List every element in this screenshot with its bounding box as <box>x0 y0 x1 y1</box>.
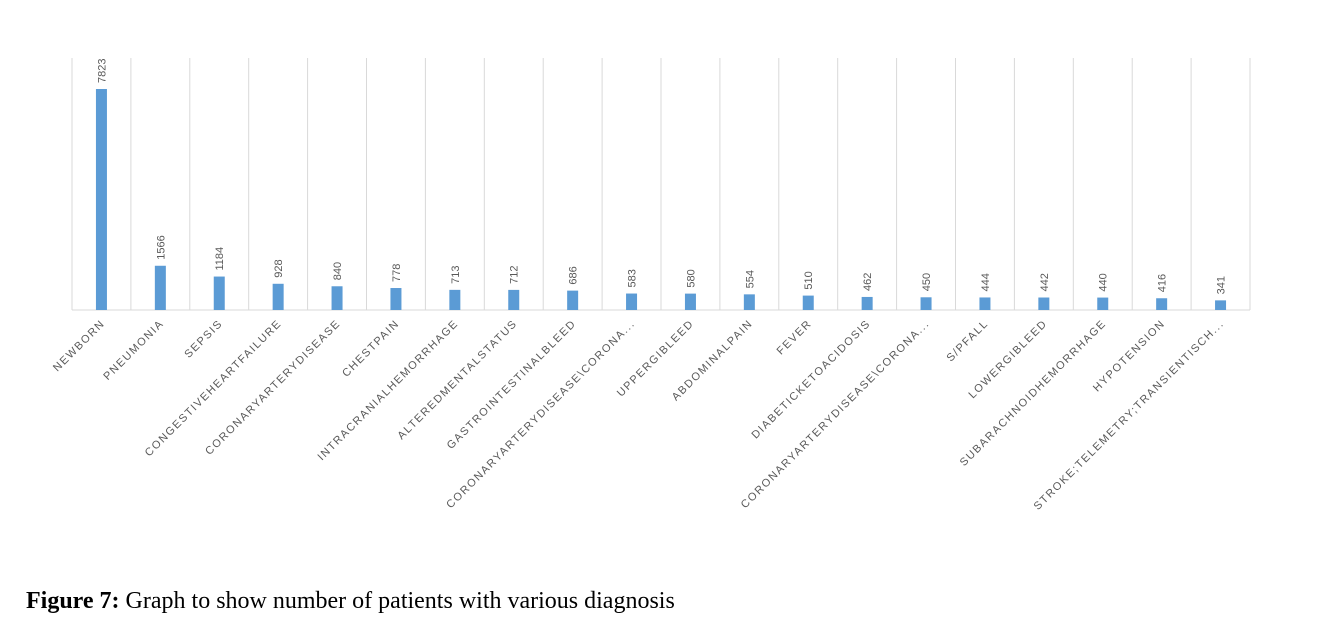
bar <box>449 289 461 310</box>
bar <box>626 293 638 310</box>
data-label: 416 <box>1157 274 1169 292</box>
data-label: 1566 <box>155 235 167 259</box>
data-labels: 7823 1566 1184 928 840 778 713 712 686 583 580 554 5… <box>96 59 1227 295</box>
tick-label: ALTEREDMENTALSTATUS <box>395 318 519 442</box>
data-label: 580 <box>685 269 697 287</box>
data-label: 583 <box>627 269 639 287</box>
tick-label: FEVER <box>775 318 815 358</box>
data-label: 778 <box>391 264 403 282</box>
data-label: 442 <box>1039 273 1051 291</box>
tick-label: CORONARYARTERYDISEASE <box>203 318 343 458</box>
data-label: 712 <box>509 266 521 284</box>
tick-label: GASTROINTESTINALBLEED <box>445 318 579 452</box>
data-label: 1184 <box>214 247 226 271</box>
tick-label: SEPSIS <box>182 318 225 361</box>
bar <box>1038 297 1050 310</box>
gridlines <box>71 58 1251 311</box>
bar <box>567 290 579 310</box>
bar <box>272 283 284 310</box>
bar <box>154 265 166 310</box>
caption-prefix: Figure 7: <box>26 588 120 614</box>
tick-label: CHESTPAIN <box>340 318 402 380</box>
data-label: 440 <box>1098 273 1110 291</box>
data-label: 341 <box>1216 276 1228 294</box>
bar <box>802 295 814 310</box>
data-label: 444 <box>980 273 992 291</box>
data-label: 450 <box>921 273 933 291</box>
bar <box>508 289 520 310</box>
bar <box>920 297 932 310</box>
figure-caption: Figure 7: Graph to show number of patien… <box>26 588 675 615</box>
bar-chart: 7823 1566 1184 928 840 778 713 712 686 583 580 554 5… <box>51 58 1251 513</box>
data-label: 510 <box>803 271 815 289</box>
tick-label: S/PFALL <box>944 318 991 365</box>
data-label: 7823 <box>96 59 108 83</box>
tick-label: DIABETICKETOACIDOSIS <box>749 318 873 442</box>
data-label: 713 <box>450 265 462 283</box>
bars <box>95 89 1227 310</box>
bar <box>743 294 755 310</box>
bar <box>1156 298 1168 310</box>
data-label: 840 <box>332 262 344 280</box>
tick-label: PNEUMONIA <box>101 318 166 383</box>
data-label: 554 <box>744 270 756 288</box>
bar <box>1215 300 1227 310</box>
tick-label: NEWBORN <box>51 318 108 375</box>
bar <box>979 297 991 310</box>
bar <box>1097 297 1109 310</box>
bar <box>331 286 343 310</box>
bar <box>861 296 873 310</box>
bar <box>684 293 696 310</box>
data-label: 686 <box>568 266 580 284</box>
caption-text: Graph to show number of patients with va… <box>119 588 675 614</box>
data-label: 462 <box>862 273 874 291</box>
bar <box>390 288 402 310</box>
data-label: 928 <box>273 259 285 277</box>
bar <box>213 276 225 310</box>
bar <box>95 89 107 310</box>
